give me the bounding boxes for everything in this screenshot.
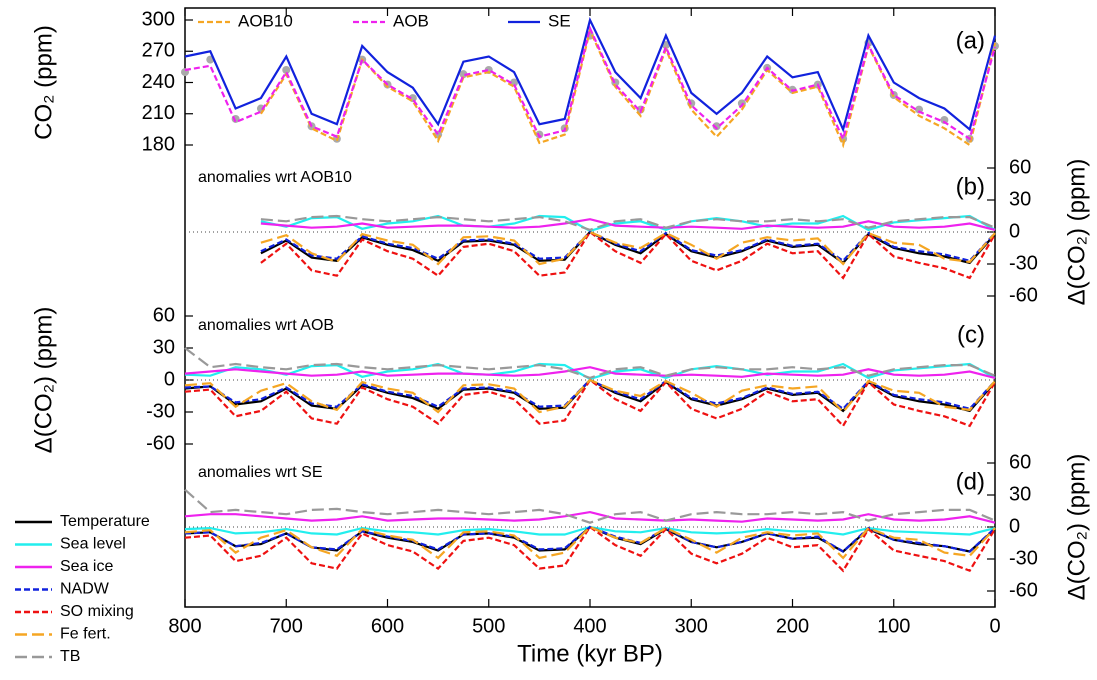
panel-label: (b) (956, 173, 985, 200)
x-tick-label: 500 (472, 615, 505, 637)
legend-label: AOB (393, 11, 429, 30)
series-line (184, 525, 996, 553)
series-line (184, 525, 996, 560)
series-line (184, 16, 997, 133)
legend-label: Sea ice (60, 558, 113, 575)
y-tick-label: -30 (1009, 547, 1038, 569)
series-line (184, 378, 996, 413)
y-tick-label: 60 (153, 304, 175, 326)
legend-label: SE (548, 11, 571, 30)
series-line (260, 218, 996, 231)
series-line (259, 27, 997, 149)
y-tick-label: 0 (1009, 220, 1020, 242)
plot-frame (184, 7, 996, 608)
y-tick-label: 300 (142, 8, 175, 30)
y-tick-label: -30 (1009, 252, 1038, 274)
panel-label: (a) (956, 27, 985, 54)
x-axis-label: Time (kyr BP) (517, 640, 663, 667)
series-line (184, 510, 996, 524)
series-line (260, 214, 996, 232)
y-tick-label: 60 (1009, 156, 1031, 178)
legend-label: AOB10 (238, 11, 293, 30)
x-tick-label: 200 (776, 615, 809, 637)
x-tick-label: 600 (371, 615, 404, 637)
data-point (712, 122, 721, 131)
y-tick-label: 30 (1009, 188, 1031, 210)
series-line (184, 378, 996, 414)
x-tick-label: 700 (270, 615, 303, 637)
y-tick-label: -60 (1009, 284, 1038, 306)
x-tick-label: 400 (573, 615, 606, 637)
y-tick-label: 60 (1009, 451, 1031, 473)
y-axis-label: Δ(CO₂) (ppm) (30, 307, 57, 454)
annotation: anomalies wrt AOB10 (198, 169, 352, 186)
y-tick-label: -30 (146, 400, 175, 422)
legend-label: Sea level (60, 536, 126, 553)
legend-label: Fe fert. (60, 626, 111, 643)
y-tick-label: 210 (142, 102, 175, 124)
legend-label: TB (60, 648, 80, 665)
y-axis-label: Δ(CO₂) (ppm) (1063, 454, 1090, 601)
legend-label: Temperature (60, 513, 150, 530)
series-line (184, 347, 996, 380)
series-line (184, 366, 996, 379)
legend-label: NADW (60, 581, 110, 598)
y-tick-label: -60 (1009, 579, 1038, 601)
series-line (184, 24, 997, 142)
series-line (260, 230, 996, 280)
y-tick-label: 0 (1009, 515, 1020, 537)
panel-label: (c) (957, 321, 985, 348)
series-line (184, 488, 996, 524)
y-tick-label: 30 (153, 336, 175, 358)
annotation: anomalies wrt SE (198, 464, 323, 481)
y-tick-label: 30 (1009, 483, 1031, 505)
series-line (184, 525, 996, 573)
legend-label: SO mixing (60, 603, 134, 620)
panel-label: (d) (956, 468, 985, 495)
x-tick-label: 300 (675, 615, 708, 637)
y-tick-label: -60 (146, 432, 175, 454)
series-line (260, 214, 996, 233)
y-axis-label: Δ(CO₂) (ppm) (1063, 159, 1090, 306)
data-point (940, 116, 949, 124)
y-tick-label: 180 (142, 133, 175, 155)
x-tick-label: 0 (989, 615, 1000, 637)
data-point (459, 70, 468, 79)
series-line (184, 378, 996, 428)
y-tick-label: 0 (164, 368, 175, 390)
series-line (260, 230, 996, 266)
y-tick-label: 270 (142, 40, 175, 62)
y-tick-label: 240 (142, 71, 175, 93)
y-axis-label: CO₂ (ppm) (30, 25, 57, 140)
annotation: anomalies wrt AOB (198, 317, 334, 334)
data-point (282, 66, 291, 74)
x-tick-label: 800 (168, 615, 201, 637)
x-tick-label: 100 (877, 615, 910, 637)
